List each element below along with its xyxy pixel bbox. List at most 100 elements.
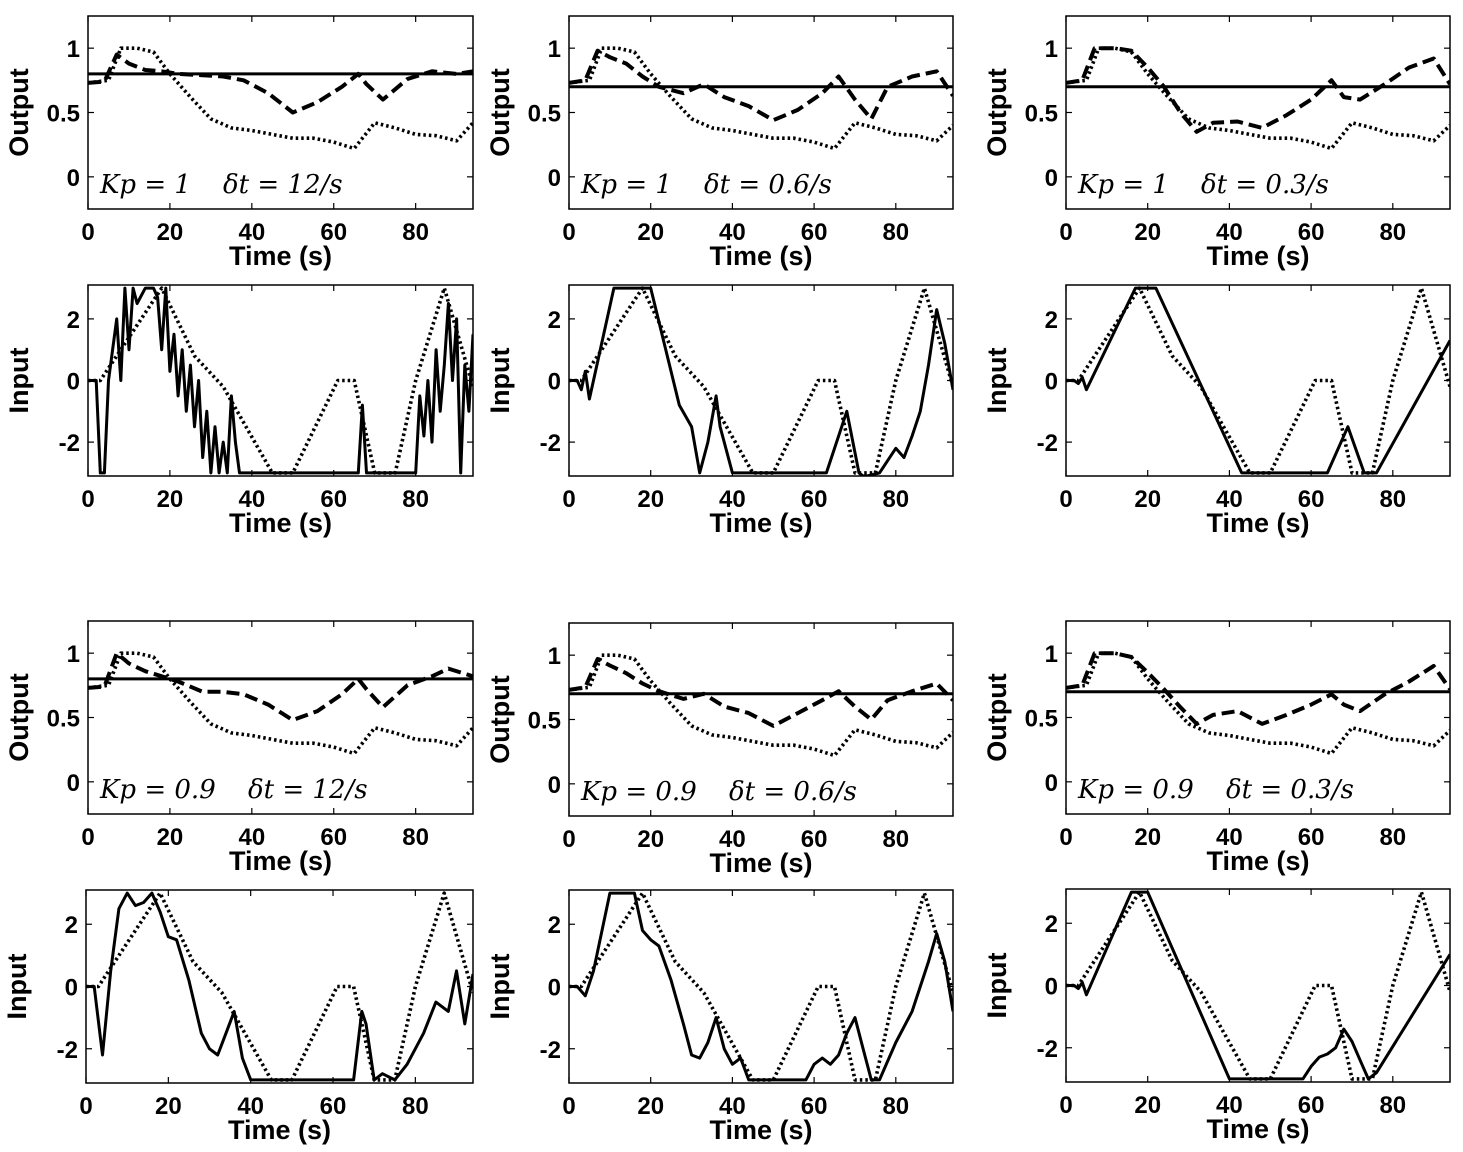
x-axis-label: Time (s) bbox=[709, 848, 812, 878]
x-tick-label: 20 bbox=[1134, 1092, 1161, 1119]
series-dotted-line bbox=[88, 651, 473, 756]
x-tick-label: 0 bbox=[1059, 824, 1072, 851]
x-axis-label: Time (s) bbox=[1206, 1114, 1309, 1144]
subplot-7: 0 20 40 60 80 0 0.5 1 Time (s) Output Kp = 0.9 δt =… bbox=[4, 620, 474, 876]
y-tick-label: 0.5 bbox=[528, 101, 561, 128]
series-dashed-line bbox=[88, 52, 473, 115]
x-tick-label: 0 bbox=[562, 486, 575, 513]
series-dotted-line bbox=[1066, 890, 1450, 1081]
y-axis-label: Input bbox=[982, 953, 1012, 1019]
x-tick-label: 80 bbox=[1379, 219, 1406, 246]
y-tick-label: 1 bbox=[548, 643, 561, 670]
delta-annotation: δt = 0.3/s bbox=[1226, 775, 1354, 805]
y-tick-label: 0 bbox=[65, 975, 78, 1002]
y-tick-label: 0.5 bbox=[528, 708, 561, 735]
x-tick-label: 20 bbox=[637, 826, 664, 853]
delta-annotation: δt = 0.3/s bbox=[1201, 170, 1329, 200]
y-tick-label: 0 bbox=[548, 369, 561, 396]
series-dotted-line bbox=[569, 46, 953, 151]
subplot-11: 0 20 40 60 80 -2 0 2 Time (s) Input bbox=[485, 889, 954, 1145]
y-tick-label: -2 bbox=[1037, 1036, 1058, 1063]
x-tick-label: 0 bbox=[79, 1093, 92, 1120]
y-tick-label: 0 bbox=[67, 165, 80, 192]
series-dotted-line bbox=[88, 286, 473, 475]
kp-annotation: Kp = 0.9 bbox=[1077, 775, 1194, 805]
x-tick-label: 20 bbox=[155, 1093, 182, 1120]
x-tick-label: 80 bbox=[1379, 824, 1406, 851]
y-axis-label: Output bbox=[485, 675, 515, 763]
series-dashed-line bbox=[1066, 651, 1450, 726]
series-dashed-line bbox=[88, 651, 473, 723]
x-tick-label: 0 bbox=[81, 824, 94, 851]
x-tick-label: 60 bbox=[320, 1093, 347, 1120]
x-axis-label: Time (s) bbox=[709, 241, 812, 271]
x-tick-label: 0 bbox=[562, 826, 575, 853]
kp-annotation: Kp = 1 bbox=[99, 170, 191, 200]
x-tick-label: 40 bbox=[238, 219, 265, 246]
x-tick-label: 20 bbox=[157, 824, 184, 851]
y-tick-label: 1 bbox=[1045, 641, 1058, 668]
x-tick-label: 0 bbox=[1059, 1092, 1072, 1119]
y-tick-label: 2 bbox=[1045, 307, 1058, 334]
y-tick-label: -2 bbox=[59, 430, 80, 457]
kp-annotation: Kp = 0.9 bbox=[580, 777, 697, 807]
subplot-1: 0 20 40 60 80 0 0.5 1 Time (s) Output Kp = 1 δt = 1… bbox=[4, 15, 474, 271]
x-axis-label: Time (s) bbox=[1206, 241, 1309, 271]
delta-annotation: δt = 0.6/s bbox=[704, 170, 832, 200]
x-tick-label: 60 bbox=[320, 486, 347, 513]
y-tick-label: -2 bbox=[540, 1037, 561, 1064]
series-dotted-line bbox=[1066, 286, 1450, 475]
y-axis-label: Output bbox=[982, 673, 1012, 761]
x-axis-label: Time (s) bbox=[229, 241, 332, 271]
x-tick-label: 20 bbox=[637, 1093, 664, 1120]
subplot-9: 0 20 40 60 80 0 0.5 1 Time (s) Output Kp = 0.9 δt =… bbox=[982, 620, 1451, 876]
y-tick-label: 0.5 bbox=[47, 101, 80, 128]
x-tick-label: 80 bbox=[402, 824, 429, 851]
series-dotted-line bbox=[1066, 46, 1450, 151]
series-dotted-line bbox=[569, 891, 953, 1082]
y-tick-label: 0 bbox=[548, 772, 561, 799]
y-axis-label: Output bbox=[4, 673, 34, 761]
series-dotted-line bbox=[569, 653, 953, 758]
y-axis-label: Output bbox=[485, 68, 515, 156]
x-axis-label: Time (s) bbox=[229, 846, 332, 876]
y-tick-label: 0 bbox=[67, 770, 80, 797]
y-tick-label: 0.5 bbox=[1025, 101, 1058, 128]
x-tick-label: 0 bbox=[81, 486, 94, 513]
subplot-2: 0 20 40 60 80 0 0.5 1 Time (s) Output Kp = 1 δt = 0… bbox=[485, 15, 954, 271]
x-tick-label: 20 bbox=[1134, 824, 1161, 851]
x-tick-label: 80 bbox=[1379, 486, 1406, 513]
y-tick-label: 2 bbox=[548, 912, 561, 939]
x-tick-label: 20 bbox=[157, 219, 184, 246]
x-tick-label: 40 bbox=[719, 826, 746, 853]
subplot-3: 0 20 40 60 80 0 0.5 1 Time (s) Output Kp = 1 δt = 0… bbox=[982, 15, 1451, 271]
x-tick-label: 40 bbox=[719, 486, 746, 513]
x-tick-label: 60 bbox=[320, 824, 347, 851]
subplot-12: 0 20 40 60 80 -2 0 2 Time (s) Input bbox=[982, 888, 1451, 1144]
y-axis-label: Input bbox=[2, 954, 32, 1020]
x-tick-label: 80 bbox=[882, 1093, 909, 1120]
y-tick-label: 0 bbox=[548, 975, 561, 1002]
y-axis-label: Output bbox=[4, 68, 34, 156]
x-tick-label: 60 bbox=[1298, 824, 1325, 851]
delta-annotation: δt = 12/s bbox=[223, 170, 343, 200]
x-tick-label: 60 bbox=[801, 219, 828, 246]
y-tick-label: 2 bbox=[548, 307, 561, 334]
series-dashed-line bbox=[1066, 46, 1450, 134]
subplot-8: 0 20 40 60 80 0 0.5 1 Time (s) Output Kp = 0.9 δt =… bbox=[485, 622, 954, 878]
y-tick-label: 0 bbox=[1045, 369, 1058, 396]
y-tick-label: -2 bbox=[540, 430, 561, 457]
x-axis-label: Time (s) bbox=[1206, 508, 1309, 538]
delta-annotation: δt = 12/s bbox=[248, 775, 368, 805]
y-tick-label: 0 bbox=[548, 165, 561, 192]
x-tick-label: 60 bbox=[320, 219, 347, 246]
y-tick-label: 0 bbox=[1045, 165, 1058, 192]
x-tick-label: 0 bbox=[562, 219, 575, 246]
series-solid-line bbox=[569, 891, 953, 1082]
y-axis-label: Input bbox=[982, 348, 1012, 414]
y-tick-label: 1 bbox=[548, 36, 561, 63]
subplot-4: 0 20 40 60 80 -2 0 2 Time (s) Input bbox=[4, 284, 474, 538]
y-tick-label: 2 bbox=[67, 307, 80, 334]
x-axis-label: Time (s) bbox=[1206, 846, 1309, 876]
x-tick-label: 40 bbox=[238, 824, 265, 851]
